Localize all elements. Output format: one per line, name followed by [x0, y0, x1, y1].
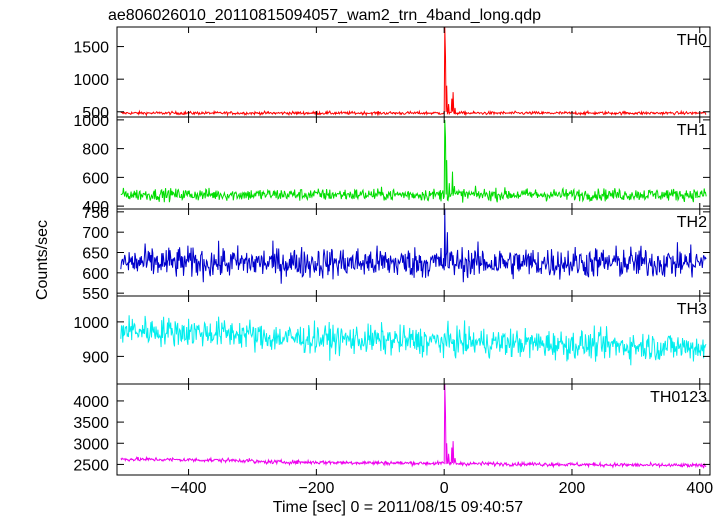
- panel-th2: 550 600 650 700 750 TH2: [82, 205, 711, 303]
- panel-th0: 500 1000 1500 TH0: [73, 26, 711, 122]
- panel-th1: 400 600 800 1000 TH1: [73, 113, 711, 216]
- panel-label: TH0: [677, 32, 707, 49]
- series-line-th2: [120, 209, 707, 284]
- panel-th3: 900 1000 TH3: [73, 295, 711, 385]
- y-tick-label: 1000: [73, 315, 109, 332]
- x-tick-label: 0: [440, 480, 449, 497]
- panel-frame: [116, 208, 711, 297]
- y-tick-label: 600: [82, 170, 109, 187]
- y-tick-label: 800: [82, 142, 109, 159]
- series-line-th1: [120, 119, 707, 203]
- y-tick-label: 2500: [73, 457, 109, 474]
- y-tick-label: 600: [82, 266, 109, 283]
- panel-frame: [116, 26, 711, 118]
- panel-label: TH0123: [650, 389, 707, 406]
- x-tick-label: −400: [171, 480, 207, 497]
- panel-frame: [116, 383, 711, 476]
- series-line-th3: [120, 315, 707, 366]
- y-tick-label: 1000: [73, 72, 109, 89]
- y-tick-label: 400: [82, 199, 109, 216]
- x-tick-label: −200: [298, 480, 334, 497]
- series-line-th0123: [120, 384, 707, 469]
- chart-title: ae806026010_20110815094057_wam2_trn_4ban…: [108, 7, 541, 24]
- y-tick-label: 3000: [73, 436, 109, 453]
- y-tick-label: 3500: [73, 415, 109, 432]
- panel-label: TH2: [677, 214, 707, 231]
- y-tick-label: 750: [82, 205, 109, 222]
- y-tick-label: 1000: [73, 113, 109, 130]
- y-tick-label: 900: [82, 349, 109, 366]
- y-axis-label: Counts/sec: [34, 220, 51, 300]
- y-tick-label: 500: [82, 105, 109, 122]
- x-axis: −400 −200 0 200 400: [171, 480, 714, 497]
- series-line-th0: [120, 27, 707, 117]
- x-tick-label: 400: [686, 480, 713, 497]
- y-tick-label: 650: [82, 246, 109, 263]
- panel-label: TH3: [677, 301, 707, 318]
- y-tick-label: 550: [82, 286, 109, 303]
- panel-th0123: 2500 3000 3500 4000 TH0123: [73, 383, 711, 476]
- y-tick-label: 4000: [73, 394, 109, 411]
- panel-label: TH1: [677, 122, 707, 139]
- y-tick-label: 1500: [73, 40, 109, 57]
- x-axis-label: Time [sec] 0 = 2011/08/15 09:40:57: [273, 499, 523, 516]
- y-tick-label: 700: [82, 225, 109, 242]
- x-tick-label: 200: [559, 480, 586, 497]
